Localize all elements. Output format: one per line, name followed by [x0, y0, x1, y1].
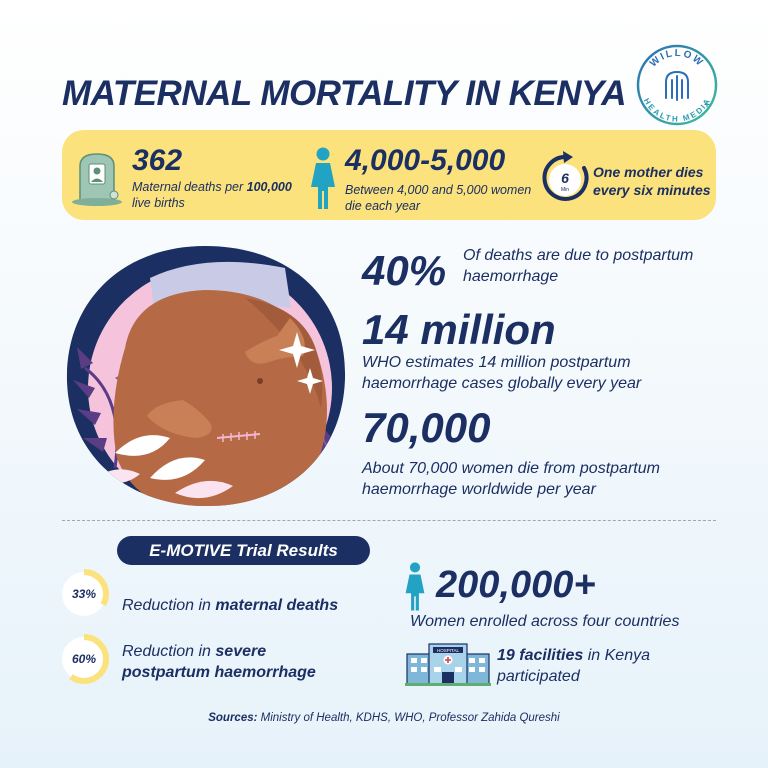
stat-maternal-deaths-desc: Maternal deaths per 100,000 live births [132, 180, 292, 210]
page-title: MATERNAL MORTALITY IN KENYA [62, 74, 627, 113]
gravestone-icon [72, 153, 122, 206]
svg-text:6: 6 [561, 170, 569, 186]
percent-ring-33: 33% [58, 568, 110, 620]
percent-ring-60-label: 60% [71, 652, 97, 666]
percent-ring-60: 60% [58, 633, 110, 685]
percent-ring-33-label: 33% [71, 587, 97, 601]
fact-14-million-desc: WHO estimates 14 million postpartum haem… [362, 354, 642, 392]
clock-icon: 6 Min [542, 151, 589, 201]
trial-heading: E-MOTIVE Trial Results [117, 536, 370, 565]
enrolled-value: 200,000+ [436, 564, 596, 606]
willow-tree-icon [665, 70, 689, 101]
fact-14-million-value: 14 million [362, 306, 556, 353]
stat-maternal-deaths-value: 362 [132, 144, 183, 177]
svg-text:Min: Min [561, 187, 569, 193]
svg-text:+: + [704, 100, 710, 111]
trial-result-maternal-deaths: Reduction in maternal deaths [122, 597, 339, 614]
hospital-icon: HOSPITAL [405, 643, 491, 686]
stat-annual-deaths-desc: Between 4,000 and 5,000 women die each y… [345, 183, 532, 213]
pregnant-woman-illustration [66, 246, 346, 507]
section-divider [62, 520, 716, 521]
svg-text:HOSPITAL: HOSPITAL [437, 648, 459, 653]
willow-logo: WILLOW HEALTH MEDIA + [636, 44, 718, 126]
fact-70000-desc: About 70,000 women die from postpartum h… [362, 460, 660, 498]
sources-footer: Sources: Ministry of Health, KDHS, WHO, … [208, 712, 560, 724]
woman-icon [405, 562, 425, 611]
facilities-desc: 19 facilities in Kenya participated [497, 647, 650, 685]
stats-band [62, 130, 716, 220]
trial-result-severe-pph: Reduction in severe postpartum haemorrha… [122, 643, 316, 681]
enrolled-desc: Women enrolled across four countries [410, 613, 680, 630]
stat-annual-deaths-value: 4,000-5,000 [345, 144, 506, 177]
stat-frequency-desc: One mother dies every six minutes [593, 164, 711, 199]
fact-40-percent-desc: Of deaths are due to postpartum haemorrh… [463, 247, 694, 285]
fact-40-percent-value: 40% [362, 247, 447, 294]
fact-70000-value: 70,000 [362, 404, 491, 451]
woman-icon [311, 147, 335, 209]
